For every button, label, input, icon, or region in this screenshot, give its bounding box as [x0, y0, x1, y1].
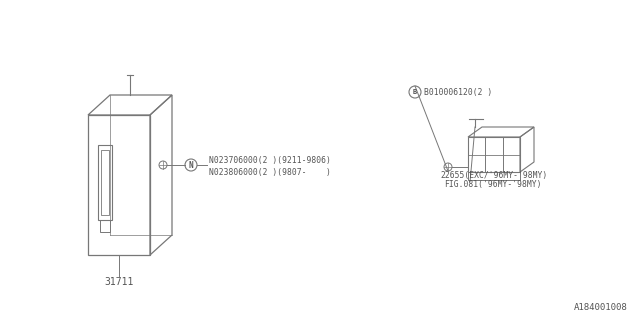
Text: B: B — [413, 89, 417, 95]
Text: B010006120(2 ): B010006120(2 ) — [424, 87, 492, 97]
Text: FIG.081('96MY-'98MY): FIG.081('96MY-'98MY) — [444, 180, 541, 189]
Text: N023706000(2 )(9211-9806): N023706000(2 )(9211-9806) — [209, 156, 331, 164]
Text: N: N — [189, 161, 193, 170]
Text: A184001008: A184001008 — [574, 303, 628, 312]
Text: N023806000(2 )(9807-    ): N023806000(2 )(9807- ) — [209, 167, 331, 177]
Text: 22655(EXC/'96MY-'98MY): 22655(EXC/'96MY-'98MY) — [440, 171, 547, 180]
Text: 31711: 31711 — [104, 277, 134, 287]
